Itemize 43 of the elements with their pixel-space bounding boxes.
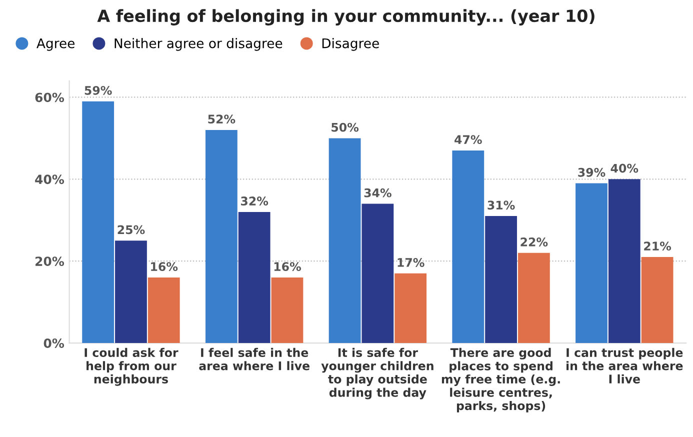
data-label: 47% [454,135,482,144]
bar [328,138,361,344]
y-tick-label: 60% [35,92,64,102]
data-label: 21% [644,242,672,251]
bar [205,130,238,344]
bar [362,204,394,344]
data-label: 16% [151,262,178,272]
data-label: 52% [208,114,236,124]
data-label: 31% [488,200,515,210]
bar [148,277,180,344]
y-tick-label: 40% [35,174,64,184]
x-tick-label: I could ask for help from our neighbours [84,348,178,386]
bar [238,212,270,344]
data-label: 25% [118,225,145,234]
data-label: 39% [578,168,606,177]
x-tick-label: I feel safe in the area where I live [199,348,310,370]
data-label: 32% [240,196,268,206]
legend-label: Disagree [322,38,379,51]
data-label: 34% [364,188,392,198]
data-label: 22% [520,238,548,246]
legend-label: Agree [36,38,75,51]
data-label: 16% [274,262,301,272]
data-label: 40% [610,164,638,173]
x-tick-label: There are good places to spend my free time (e.g. leisure centres, parks, shops) [442,348,560,412]
data-label: 59% [84,86,112,95]
bar [641,257,674,344]
bar [115,240,147,344]
y-tick-label: 0% [44,338,64,348]
bar [271,277,304,344]
y-tick-label: 20% [36,256,64,266]
bar [394,273,427,344]
x-tick-label: I can trust people in the area where I live [566,348,683,384]
data-label: 17% [398,258,424,267]
chart-title: A feeling of belonging in your community... (year 10) [97,9,594,26]
x-tick-label: It is safe for younger children to play outside during the day [321,348,434,400]
bar [518,252,550,344]
bar [485,216,517,344]
data-label: 50% [332,122,359,132]
bar [608,179,640,344]
bar [576,183,608,344]
bar [452,150,484,344]
legend-label: Neither agree or disagree [114,38,282,51]
bar [82,101,114,344]
